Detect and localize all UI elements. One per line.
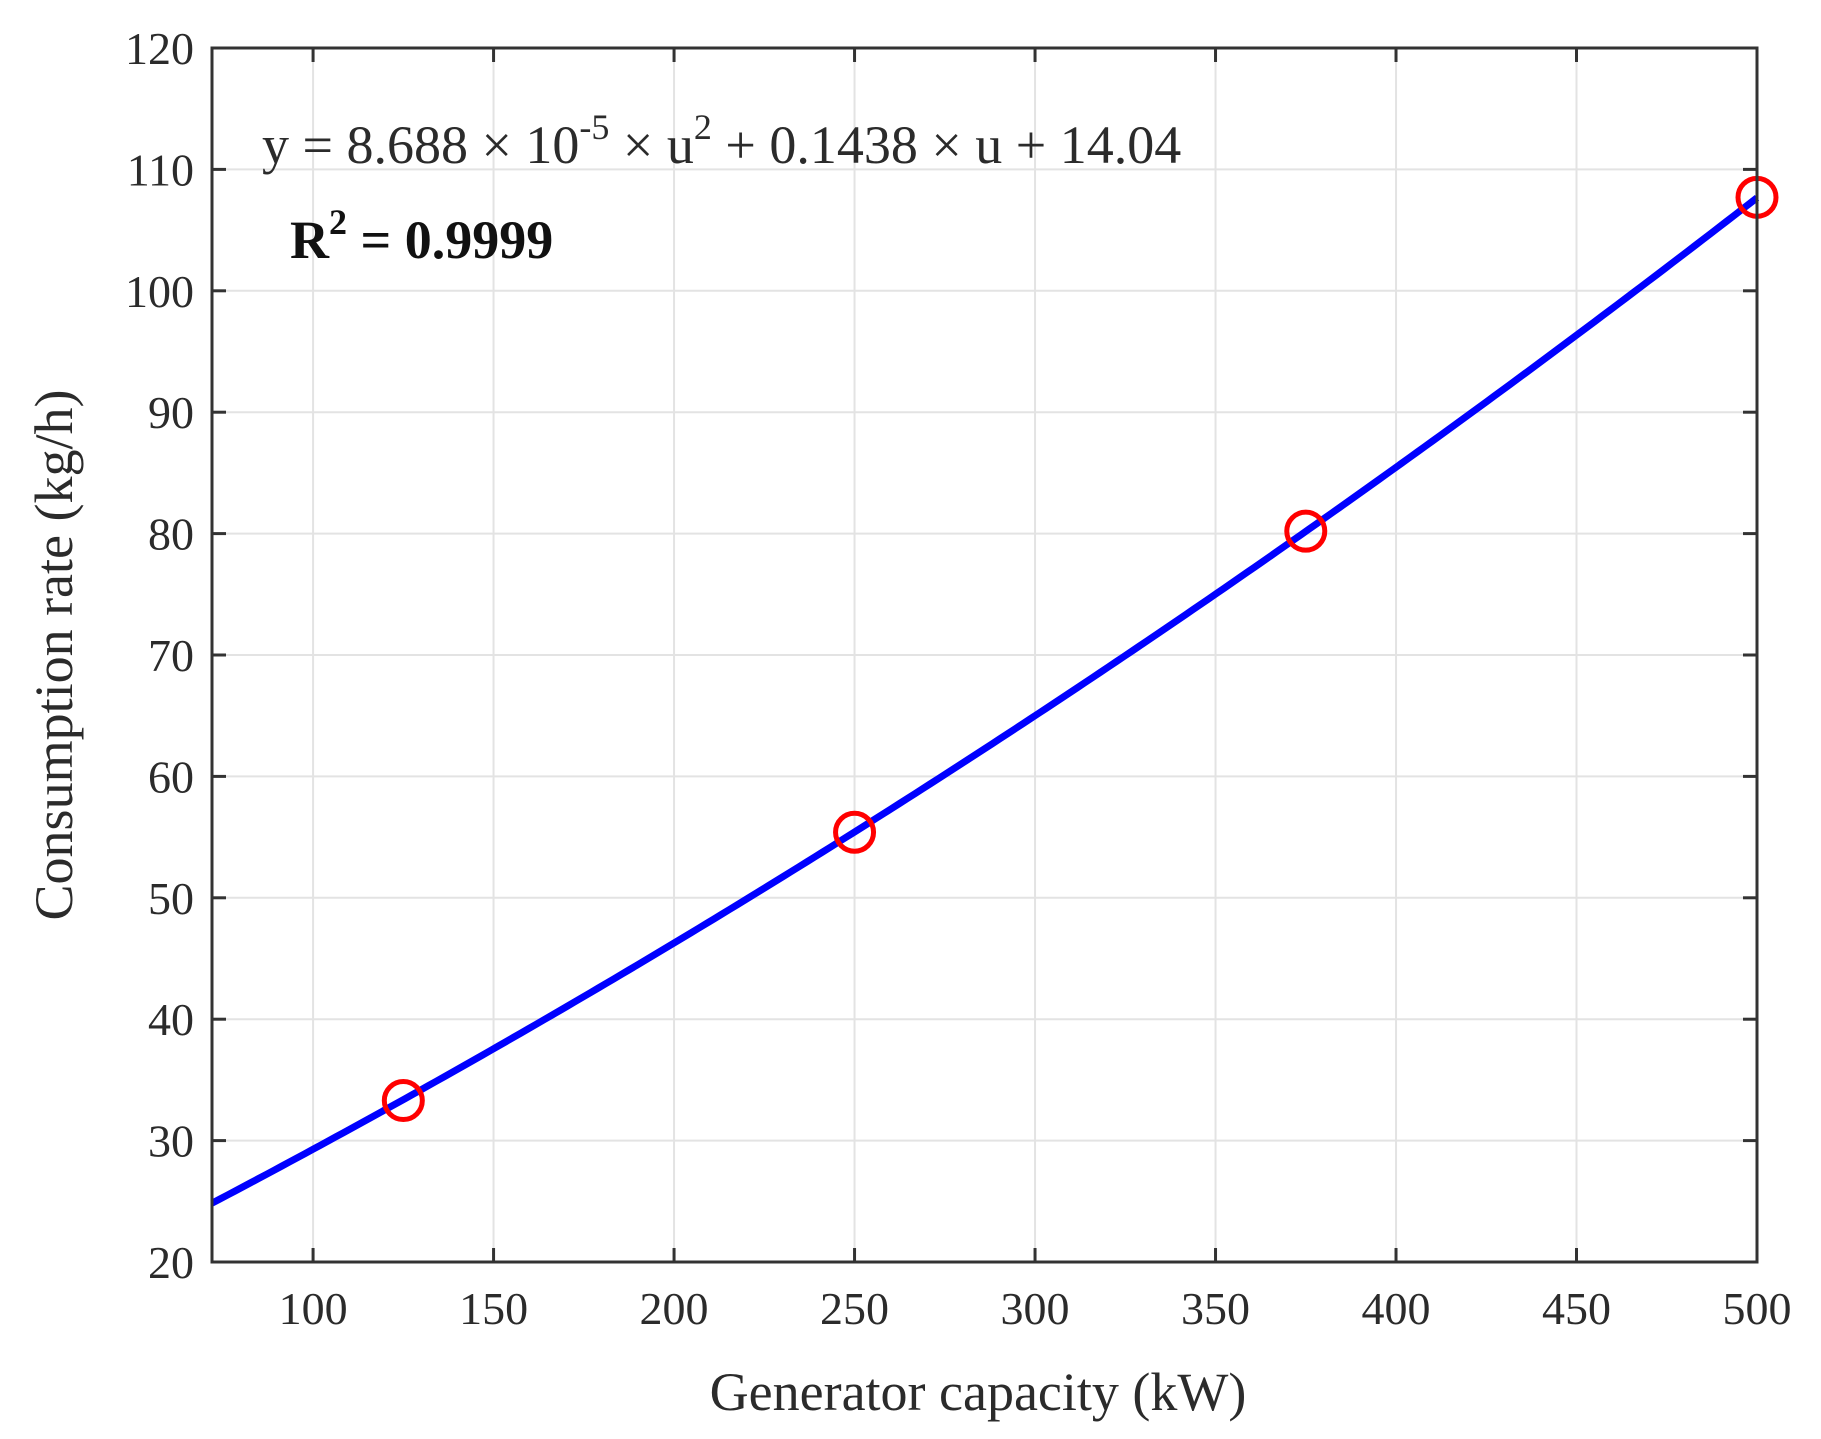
y-tick-label: 80 [148, 509, 194, 560]
y-tick-label: 70 [148, 630, 194, 681]
y-tick-label: 20 [148, 1237, 194, 1288]
equation-exponent-2: 2 [694, 107, 712, 147]
r2-suffix: = 0.9999 [347, 210, 553, 270]
y-tick-label: 110 [127, 144, 194, 195]
x-tick-label: 350 [1181, 1283, 1250, 1334]
fit-curve-line [210, 195, 1760, 1207]
grid-lines [212, 47, 1758, 1263]
y-tick-label: 30 [148, 1116, 194, 1167]
x-tick-label: 100 [279, 1283, 348, 1334]
y-tick-label: 90 [148, 387, 194, 438]
x-tick-label: 250 [820, 1283, 889, 1334]
y-tick-label: 40 [148, 994, 194, 1045]
x-tick-label: 450 [1542, 1283, 1611, 1334]
x-tick-label: 300 [1001, 1283, 1070, 1334]
x-tick-label: 150 [459, 1283, 528, 1334]
axis-ticks [212, 46, 1759, 1264]
r2-prefix: R [290, 210, 330, 270]
equation-middle: × u [609, 115, 693, 175]
data-points-layer [381, 175, 1779, 1123]
y-tick-labels: 20 30 40 50 60 70 80 90 100 110 120 [125, 23, 194, 1288]
y-tick-label: 120 [125, 23, 194, 74]
equation-suffix: + 0.1438 × u + 14.04 [712, 115, 1181, 175]
fit-curve-layer [210, 195, 1760, 1207]
data-point [381, 1079, 425, 1123]
x-tick-label: 500 [1723, 1283, 1792, 1334]
y-axis-label: Consumption rate (kg/h) [24, 390, 84, 921]
x-tick-labels: 100 150 200 250 300 350 400 450 500 [279, 1283, 1792, 1334]
data-point [833, 810, 877, 854]
fit-equation: y = 8.688 × 10-5 × u2 + 0.1438 × u + 14.… [262, 107, 1181, 175]
y-tick-label: 100 [125, 266, 194, 317]
r2-exponent: 2 [329, 202, 347, 242]
equation-exponent-1: -5 [579, 107, 609, 147]
x-axis-label: Generator capacity (kW) [710, 1362, 1247, 1422]
data-point [1284, 509, 1328, 553]
y-tick-label: 60 [148, 751, 194, 802]
y-tick-label: 50 [148, 873, 194, 924]
equation-prefix: y = 8.688 × 10 [262, 115, 579, 175]
x-tick-label: 400 [1362, 1283, 1431, 1334]
x-tick-label: 200 [640, 1283, 709, 1334]
r-squared-label: R2 = 0.9999 [290, 202, 553, 270]
